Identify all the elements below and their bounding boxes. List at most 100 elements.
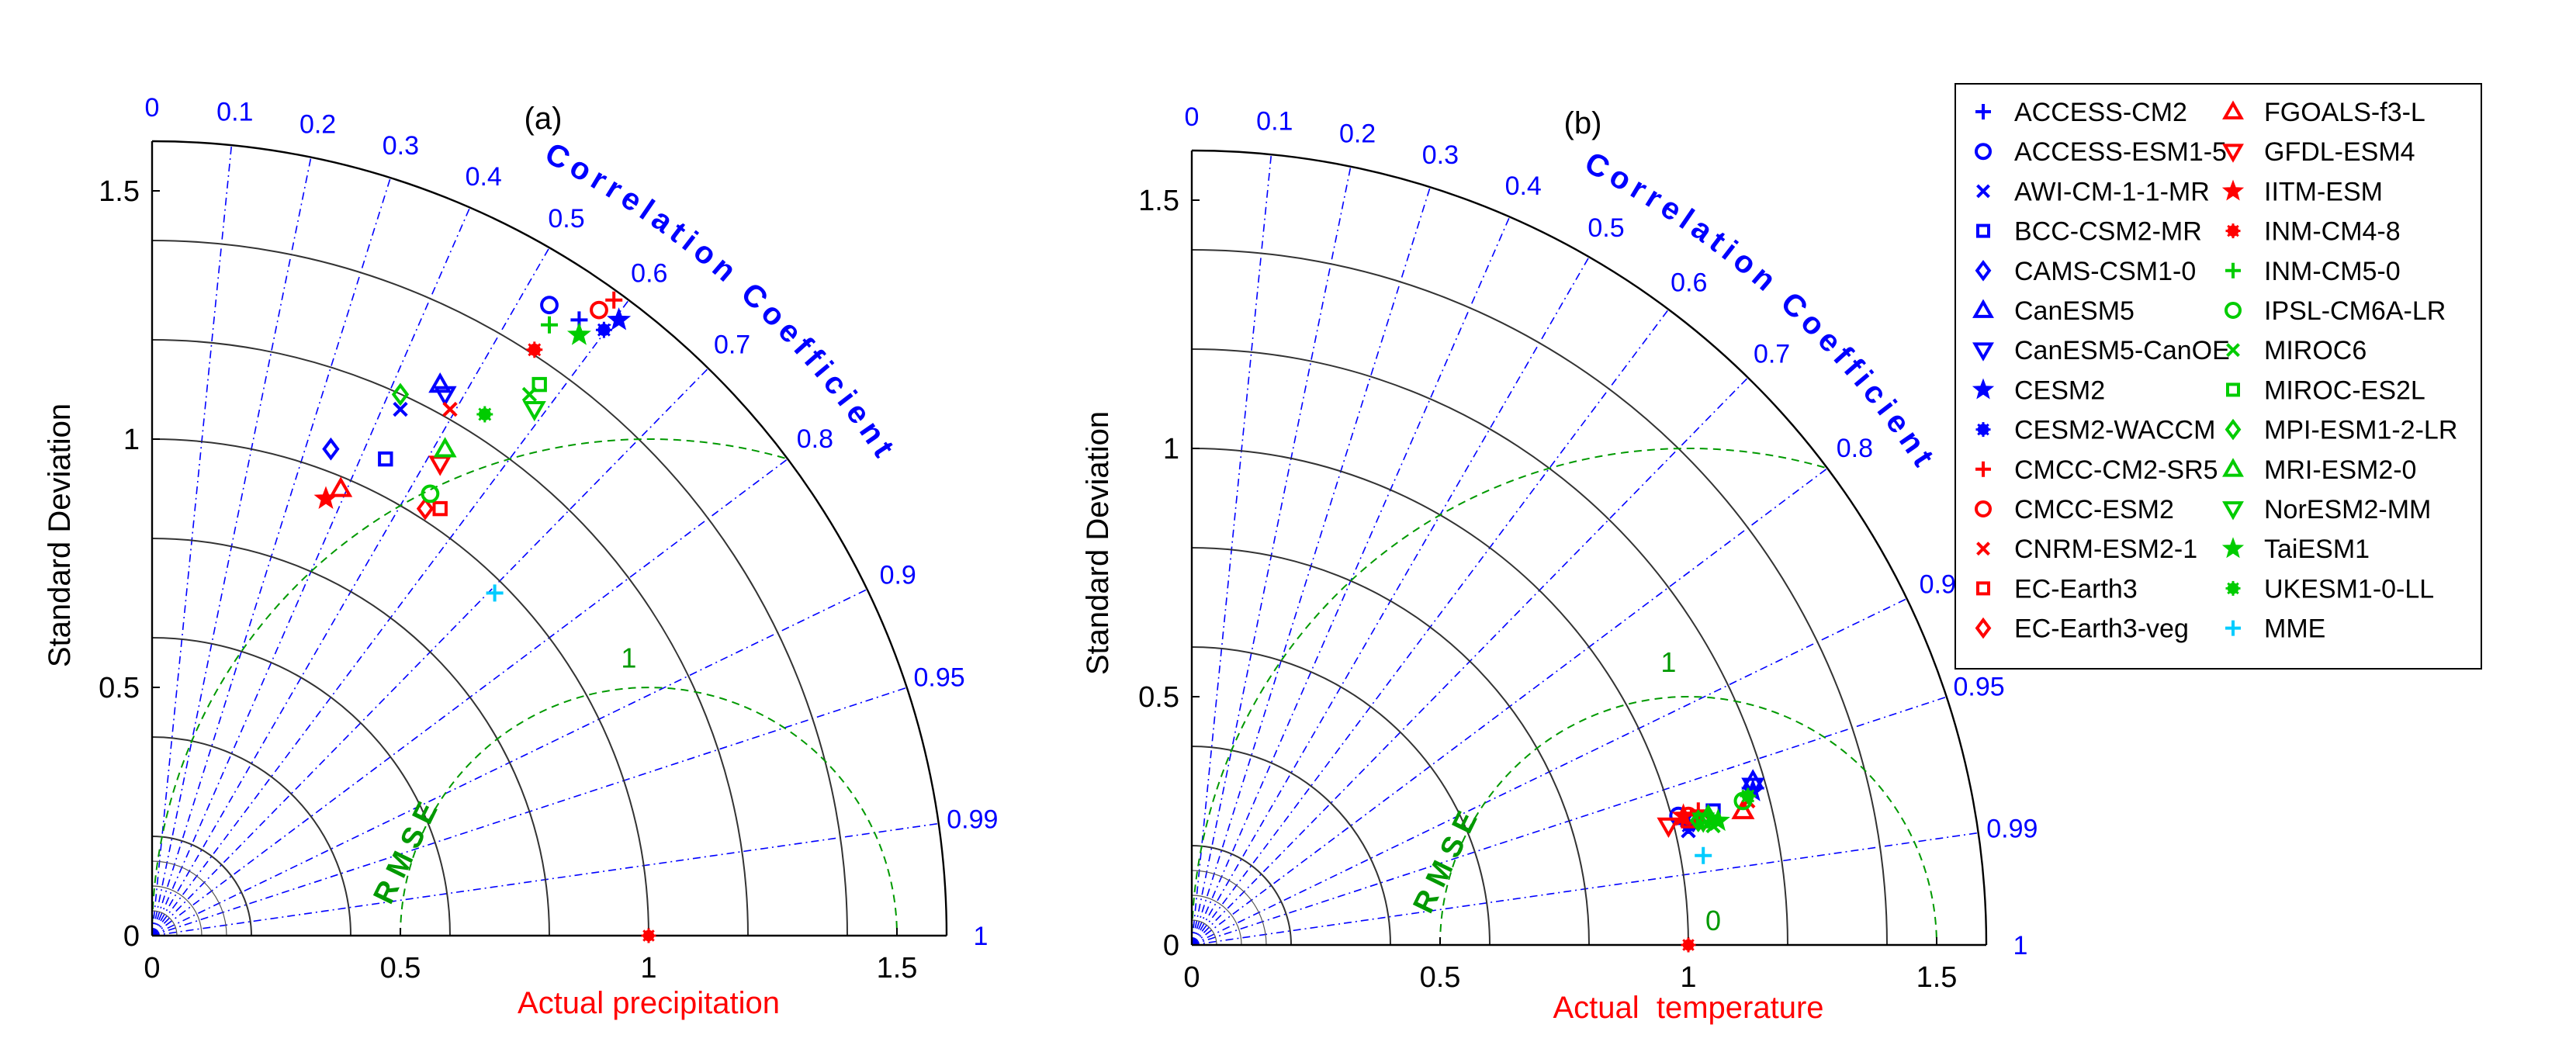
- std-arc-minor: [1191, 895, 1242, 946]
- data-point: [1695, 846, 1712, 864]
- x-tick-label: 0.5: [1420, 961, 1461, 994]
- legend-item: EC-Earth3: [1976, 574, 2138, 604]
- data-point: [432, 500, 448, 517]
- legend-marker: [1975, 259, 1992, 282]
- corr-tick-label: 0.95: [914, 663, 965, 693]
- legend-item: UKESM1-0-LL: [2225, 574, 2434, 604]
- data-point: [522, 400, 546, 422]
- std-arc: [1191, 746, 1391, 946]
- corr-tick-label: 0.95: [1954, 673, 2005, 702]
- corr-tick-label: 1: [974, 922, 989, 951]
- data-point: [416, 497, 435, 521]
- data-point: [313, 486, 338, 509]
- data-point: [442, 401, 458, 417]
- data-point: [605, 291, 623, 309]
- data-point: [566, 322, 591, 345]
- std-arc: [1191, 845, 1292, 946]
- legend-item: EC-Earth3-veg: [1975, 614, 2189, 644]
- data-point: [428, 372, 452, 393]
- corr-tick-label: 0.7: [714, 330, 750, 359]
- x-axis-label: Actual precipitation: [518, 986, 780, 1020]
- legend-label: MPI-ESM1-2-LR: [2264, 416, 2457, 445]
- data-point: [322, 437, 340, 461]
- legend-marker: [1972, 378, 1995, 400]
- legend-marker: [2221, 537, 2245, 559]
- y-tick-label: 1: [123, 424, 140, 456]
- legend-item: CMCC-ESM2: [1975, 495, 2174, 524]
- corr-tick-label: 0.3: [1422, 140, 1459, 170]
- legend-item: INM-CM5-0: [2225, 257, 2401, 286]
- legend-marker: [2225, 580, 2241, 596]
- y-tick-label: 1: [1163, 433, 1179, 465]
- std-arc-minor: [151, 885, 203, 936]
- legend-item: ACCESS-ESM1-5: [1975, 137, 2227, 167]
- data-point: [1705, 808, 1730, 832]
- legend-item: CAMS-CSM1-0: [1975, 257, 2196, 286]
- legend-marker: [1975, 461, 1991, 477]
- legend-marker: [1972, 342, 1994, 362]
- legend-marker: [1975, 617, 1992, 639]
- legend: ACCESS-CM2 ACCESS-ESM1-5 AWI-CM-1-1-MR BCC-…: [1955, 83, 2482, 670]
- data-point: [393, 401, 408, 417]
- rmse-tick-label: 0: [1705, 905, 1721, 936]
- legend-label: CanESM5-CanOE: [2014, 336, 2230, 365]
- legend-item: NorESM2-MM: [2222, 495, 2431, 524]
- corr-tick-label: 0.9: [880, 560, 916, 590]
- legend-marker: [1975, 422, 1991, 438]
- legend-marker: [1975, 143, 1992, 161]
- data-point: [526, 341, 543, 358]
- corr-tick-label: 0.99: [1986, 814, 2038, 843]
- corr-tick-label: 1: [2013, 931, 2028, 960]
- data-point: [590, 300, 608, 320]
- y-tick-label: 1.5: [1138, 185, 1179, 217]
- legend-label: FGOALS-f3-L: [2264, 98, 2425, 127]
- legend-marker: [2222, 144, 2244, 163]
- data-point: [541, 316, 558, 334]
- std-arc: [1191, 547, 1590, 946]
- legend-label: ACCESS-ESM1-5: [2014, 137, 2227, 167]
- legend-marker: [1972, 299, 1994, 318]
- corr-tick-label: 0.5: [548, 204, 584, 234]
- reference-point: [1681, 937, 1696, 953]
- y-axis-label: Standard Deviation: [1081, 411, 1115, 675]
- data-point: [607, 307, 632, 331]
- legend-item: MPI-ESM1-2-LR: [2225, 416, 2457, 445]
- x-tick-label: 1: [640, 952, 656, 985]
- legend-label: INM-CM4-8: [2264, 217, 2401, 247]
- legend-label: GFDL-ESM4: [2264, 137, 2415, 167]
- data-point: [1691, 812, 1716, 833]
- y-tick-label: 0: [123, 920, 140, 953]
- std-arc: [1191, 348, 1788, 946]
- corr-tick-label: 0: [145, 93, 160, 123]
- x-axis-label: Actual temperature: [1553, 991, 1823, 1025]
- std-arc: [151, 240, 848, 936]
- legend-marker: [1976, 223, 1990, 238]
- legend-item: GFDL-ESM4: [2222, 137, 2415, 167]
- legend-item: MME: [2225, 614, 2325, 644]
- data-point: [595, 321, 612, 338]
- panel-label: (a): [525, 102, 563, 136]
- data-point: [540, 296, 559, 315]
- data-point: [476, 406, 493, 423]
- corr-tick-label: 0.2: [1339, 119, 1376, 149]
- reference-point: [641, 928, 656, 943]
- data-point: [1671, 803, 1696, 826]
- corr-tick-label: 0.7: [1754, 339, 1790, 369]
- x-tick-label: 0.5: [380, 952, 421, 985]
- legend-label: MIROC6: [2264, 336, 2367, 365]
- legend-marker: [1976, 542, 1990, 556]
- legend-item: AWI-CM-1-1-MR: [1976, 177, 2210, 206]
- legend-item: INM-CM4-8: [2225, 217, 2401, 247]
- legend-label: EC-Earth3: [2014, 574, 2138, 604]
- corr-tick-label: 0.99: [947, 805, 998, 834]
- y-tick-label: 0.5: [1138, 681, 1179, 714]
- corr-tick-label: 0.4: [1505, 171, 1542, 201]
- y-tick-label: 1.5: [99, 175, 140, 208]
- legend-item: CESM2-WACCM: [1975, 416, 2215, 445]
- legend-marker: [2225, 620, 2241, 636]
- legend-marker: [2222, 458, 2244, 477]
- std-arc-minor: [1191, 919, 1217, 946]
- legend-label: IPSL-CM6A-LR: [2264, 296, 2446, 326]
